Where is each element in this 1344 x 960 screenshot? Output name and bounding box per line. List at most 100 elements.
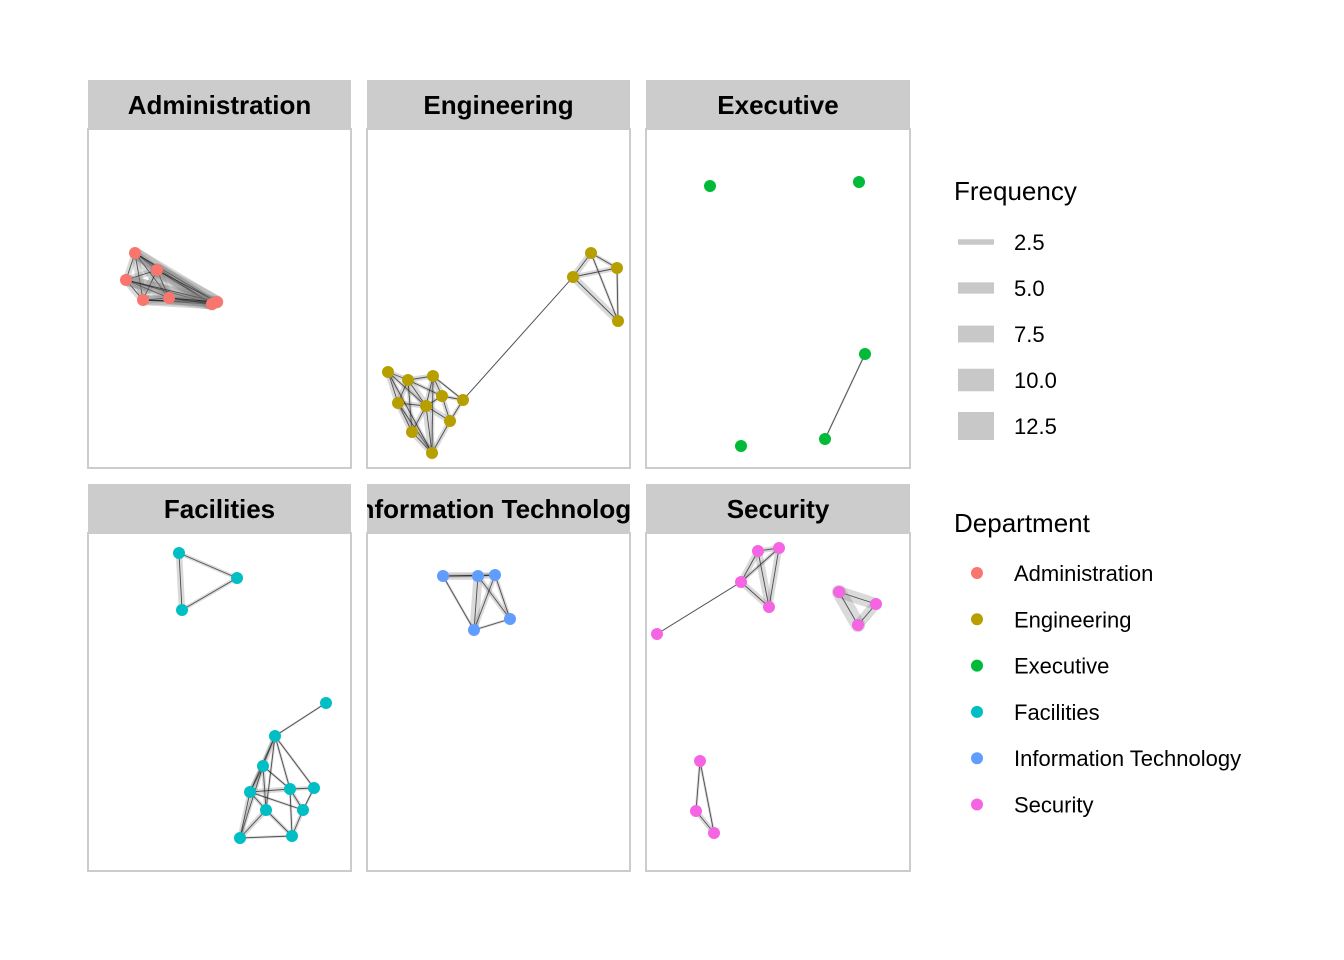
facet-strip-label: Engineering [423, 90, 573, 120]
legend-frequency-label: 5.0 [1014, 276, 1045, 301]
facet-strip [646, 484, 910, 533]
facet-panel-executive: Executive [645, 80, 911, 469]
network-node [320, 697, 332, 709]
legend-department-label: Engineering [1014, 607, 1131, 632]
network-node [694, 755, 706, 767]
network-edge-core [125, 279, 218, 303]
network-edge-core [590, 252, 619, 322]
network-edge-core [432, 375, 464, 401]
network-edge-core [289, 788, 293, 837]
network-edge-core [156, 269, 218, 303]
network-edge-core [462, 276, 574, 401]
facet-panel-border [645, 532, 911, 872]
network-edge-core [431, 375, 434, 454]
network-edge-core [616, 267, 619, 322]
legend-department-key [971, 567, 983, 579]
network-edge-core [757, 550, 770, 608]
facet-strip-label: Security [727, 494, 830, 524]
network-edge-core [473, 575, 479, 631]
facet-strip [646, 80, 910, 129]
legend-department-key [971, 659, 983, 672]
network-edge-core [740, 581, 770, 608]
network-edge-core [134, 252, 144, 301]
network-node [870, 598, 882, 610]
network-node [437, 570, 449, 582]
network-edge-core [178, 552, 238, 579]
facet-panel-administration: Administration [87, 80, 352, 469]
network-node [284, 783, 296, 795]
legend-department-title: Department [954, 508, 1091, 538]
network-node [773, 542, 785, 554]
legend-department-label: Security [1014, 793, 1093, 818]
network-node [763, 601, 775, 613]
network-node [297, 804, 309, 816]
network-edge-core [387, 371, 433, 454]
network-node [120, 274, 132, 286]
network-edge-core [239, 835, 293, 839]
network-node [211, 296, 223, 308]
legend-department-key [971, 752, 983, 765]
facet-strip-label: Administration [128, 90, 311, 120]
facet-strip [88, 484, 351, 533]
network-node [426, 447, 438, 459]
legend-department-label: Information Technology [1014, 746, 1241, 771]
network-node [489, 569, 501, 581]
network-node [382, 366, 394, 378]
legend-department-key [971, 613, 983, 626]
facet-panel-engineering: Engineering [366, 80, 631, 469]
network-node [392, 397, 404, 409]
network-node [859, 348, 871, 360]
network-node [163, 292, 175, 304]
network-node [735, 576, 747, 588]
facet-panel-information-technology: Information Technology [351, 484, 646, 872]
network-node [752, 545, 764, 557]
network-edge-core [181, 577, 238, 611]
network-node [690, 805, 702, 817]
facet-panel-border [87, 532, 352, 872]
network-node [611, 262, 623, 274]
network-node [286, 830, 298, 842]
network-edge-core [134, 252, 218, 303]
network-edge-core [431, 420, 451, 454]
network-node [853, 176, 865, 188]
network-edge-core [442, 574, 496, 577]
network-node [436, 390, 448, 402]
network-node [472, 570, 484, 582]
network-edge-core [239, 791, 251, 839]
facet-panel-border [87, 128, 352, 469]
network-edge-core [239, 809, 267, 839]
network-edge-core [407, 379, 443, 397]
network-edge-core [249, 791, 304, 811]
legend-frequency-label: 2.5 [1014, 230, 1045, 255]
legend-department-label: Administration [1014, 561, 1153, 586]
network-node [269, 730, 281, 742]
facet-strip [88, 80, 351, 129]
network-node [260, 804, 272, 816]
network-edge-core [473, 574, 496, 631]
network-edge-core [239, 765, 264, 839]
network-edge-core [740, 547, 780, 583]
network-node [651, 628, 663, 640]
network-node [244, 786, 256, 798]
legend-department-key [971, 705, 983, 718]
network-node [173, 547, 185, 559]
network-node [402, 374, 414, 386]
network-edge-core [387, 371, 427, 407]
network-edge-core [125, 279, 170, 299]
facet-strip-label: Facilities [164, 494, 275, 524]
legend-frequency: Frequency 2.5 5.0 7.5 10.0 12.5 [954, 176, 1077, 440]
legend-frequency-title: Frequency [954, 176, 1077, 206]
network-edge-core [477, 575, 511, 620]
network-edge-core [274, 702, 327, 737]
network-node [833, 586, 845, 598]
facet-panel-facilities: Facilities [87, 484, 352, 872]
network-edge-core [838, 591, 859, 626]
network-node [444, 415, 456, 427]
network-node [137, 294, 149, 306]
network-edge-core [425, 405, 433, 454]
legend-department-label: Executive [1014, 654, 1109, 679]
legend-department: Department Administration Engineering Exec… [954, 508, 1241, 818]
facet-strip-label: Information Technology [351, 494, 646, 524]
network-edge-core [473, 618, 511, 631]
legend-frequency-label: 10.0 [1014, 368, 1057, 393]
